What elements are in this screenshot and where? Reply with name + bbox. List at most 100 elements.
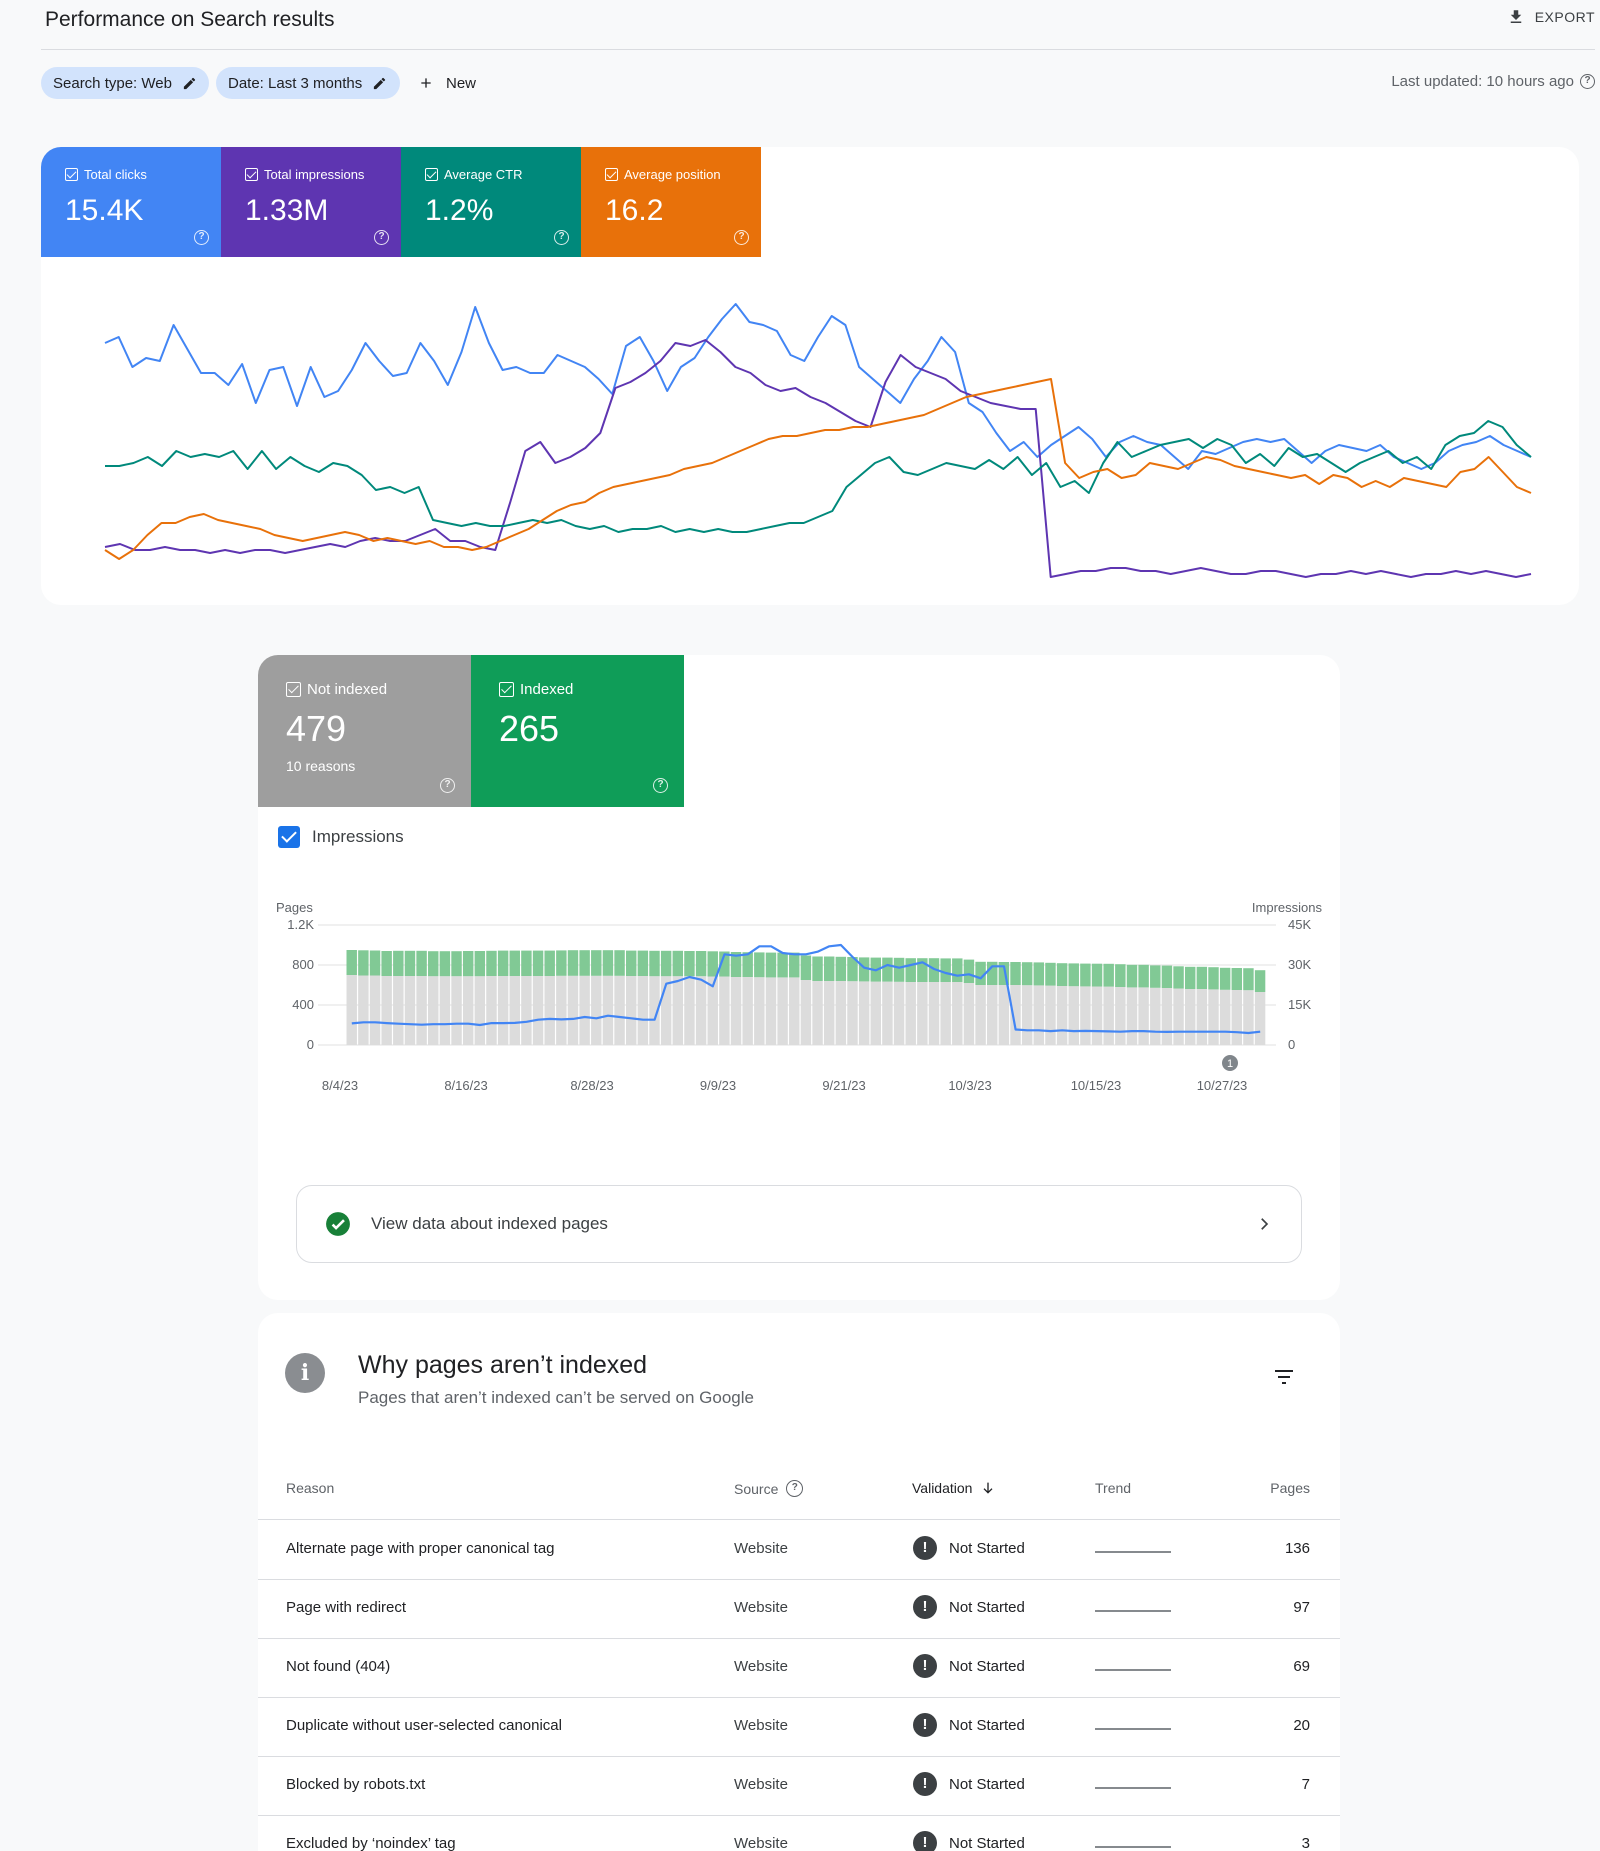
pages-cell: 97	[1293, 1599, 1310, 1616]
bar-not-indexed	[858, 981, 870, 1045]
bar-indexed	[742, 952, 753, 977]
indexed-value: 265	[499, 708, 560, 749]
bar-indexed	[1068, 963, 1079, 987]
bar-not-indexed	[556, 975, 567, 1045]
bar-not-indexed	[917, 982, 928, 1045]
help-icon[interactable]: ?	[440, 778, 455, 793]
help-icon[interactable]: ?	[1580, 74, 1595, 89]
view-indexed-data-button[interactable]: View data about indexed pages	[296, 1185, 1302, 1263]
indexed-metric[interactable]: Indexed 265 ?	[471, 655, 684, 807]
bar-not-indexed	[358, 975, 369, 1045]
source-cell: Website	[734, 1599, 788, 1616]
bar-indexed	[987, 961, 998, 985]
bar-not-indexed	[998, 985, 1010, 1045]
bar-indexed	[614, 950, 625, 976]
bar-not-indexed	[1021, 985, 1033, 1045]
bar-indexed	[754, 952, 765, 978]
help-icon[interactable]: ?	[194, 230, 209, 245]
bar-indexed	[707, 951, 718, 977]
bar-not-indexed	[975, 985, 986, 1045]
not-indexed-reasons-card: i Why pages aren’t indexed Pages that ar…	[258, 1313, 1340, 1851]
bar-not-indexed	[1056, 986, 1068, 1045]
x-tick-label: 9/9/23	[700, 1078, 736, 1093]
validation-cell: ! Not Started	[913, 1831, 1025, 1851]
search-type-chip[interactable]: Search type: Web	[41, 67, 209, 99]
trend-sparkline	[1095, 1787, 1171, 1789]
filter-icon[interactable]	[1272, 1365, 1296, 1389]
bar-indexed	[521, 950, 532, 976]
column-reason[interactable]: Reason	[286, 1480, 334, 1496]
not-indexed-reasons: 10 reasons	[286, 758, 356, 774]
bar-not-indexed	[428, 976, 439, 1045]
bar-indexed	[719, 951, 730, 977]
table-row[interactable]: Excluded by ‘noindex’ tag Website! Not Sta…	[258, 1816, 1340, 1851]
table-row[interactable]: Blocked by robots.txt Website! Not Started…	[258, 1757, 1340, 1816]
bar-not-indexed	[952, 982, 963, 1045]
warning-icon: !	[913, 1536, 937, 1560]
column-source[interactable]: Source?	[734, 1480, 804, 1497]
bar-indexed	[649, 950, 660, 977]
warning-icon: !	[913, 1772, 937, 1796]
help-icon[interactable]: ?	[734, 230, 749, 245]
edit-icon	[183, 77, 196, 89]
bar-not-indexed	[614, 975, 625, 1045]
help-icon[interactable]: ?	[653, 778, 668, 793]
table-row[interactable]: Duplicate without user-selected canonica…	[258, 1698, 1340, 1757]
bar-indexed	[567, 950, 579, 976]
not-indexed-metric[interactable]: Not indexed 479 10 reasons ?	[258, 655, 471, 807]
column-pages-label: Pages	[1270, 1480, 1310, 1496]
metric-average-position[interactable]: Average position 16.2 ?	[581, 147, 761, 257]
column-pages[interactable]: Pages	[1270, 1480, 1310, 1496]
table-row[interactable]: Alternate page with proper canonical tag…	[258, 1521, 1340, 1580]
bar-not-indexed	[1243, 990, 1254, 1045]
x-tick-label: 10/3/23	[948, 1078, 991, 1093]
validation-status: Not Started	[949, 1716, 1025, 1734]
filter-bar: Search type: Web Date: Last 3 months New…	[41, 67, 1595, 99]
series-line-0	[104, 303, 1532, 470]
bar-indexed	[579, 950, 590, 976]
metric-average-ctr[interactable]: Average CTR 1.2% ?	[401, 147, 581, 257]
bar-indexed	[695, 951, 707, 977]
bar-not-indexed	[462, 976, 474, 1045]
x-tick-label: 10/15/23	[1071, 1078, 1122, 1093]
bar-indexed	[963, 959, 975, 983]
table-row[interactable]: Page with redirect Website! Not Started 97	[258, 1580, 1340, 1639]
bar-not-indexed	[1150, 987, 1161, 1045]
plus-icon	[421, 78, 431, 88]
indexing-bar-chart: 0 0 400 15K 800 30K 1.2K 45K Pages Impressions 1 8/…	[276, 900, 1323, 1093]
bar-indexed	[451, 951, 462, 977]
bar-indexed	[789, 952, 800, 978]
metric-total-clicks[interactable]: Total clicks 15.4K ?	[41, 147, 221, 257]
table-row[interactable]: Not found (404) Website! Not Started 69	[258, 1639, 1340, 1698]
new-filter-button[interactable]: New	[418, 67, 476, 99]
bar-indexed	[416, 950, 427, 976]
help-icon[interactable]: ?	[554, 230, 569, 245]
not-indexed-label: Not indexed	[307, 681, 388, 698]
bar-not-indexed	[381, 976, 392, 1045]
y-tick-label: 800	[292, 957, 314, 972]
page-title: Performance on Search results	[45, 8, 335, 31]
annotation-marker	[1222, 1055, 1238, 1071]
help-icon[interactable]: ?	[786, 1480, 804, 1497]
export-button[interactable]: EXPORT	[1507, 8, 1595, 26]
bar-not-indexed	[695, 976, 707, 1045]
bar-not-indexed	[707, 976, 718, 1045]
date-chip[interactable]: Date: Last 3 months	[216, 67, 400, 99]
validation-status: Not Started	[949, 1657, 1025, 1675]
not-indexed-value: 479	[286, 708, 347, 749]
bar-indexed	[358, 950, 369, 976]
help-icon[interactable]: ?	[374, 230, 389, 245]
bar-indexed	[684, 951, 695, 977]
bar-indexed	[1184, 966, 1196, 989]
annotation-label: 1	[1227, 1058, 1233, 1070]
new-label: New	[446, 74, 477, 92]
pages-cell: 7	[1301, 1776, 1310, 1793]
bar-indexed	[730, 952, 742, 977]
impressions-checkbox[interactable]: Impressions	[278, 826, 404, 848]
metric-total-impressions[interactable]: Total impressions 1.33M ?	[221, 147, 401, 257]
warning-icon: !	[913, 1654, 937, 1678]
column-validation[interactable]: Validation	[912, 1480, 996, 1496]
bar-indexed	[439, 951, 451, 977]
x-tick-label: 8/4/23	[322, 1078, 358, 1093]
bar-not-indexed	[1115, 987, 1126, 1045]
